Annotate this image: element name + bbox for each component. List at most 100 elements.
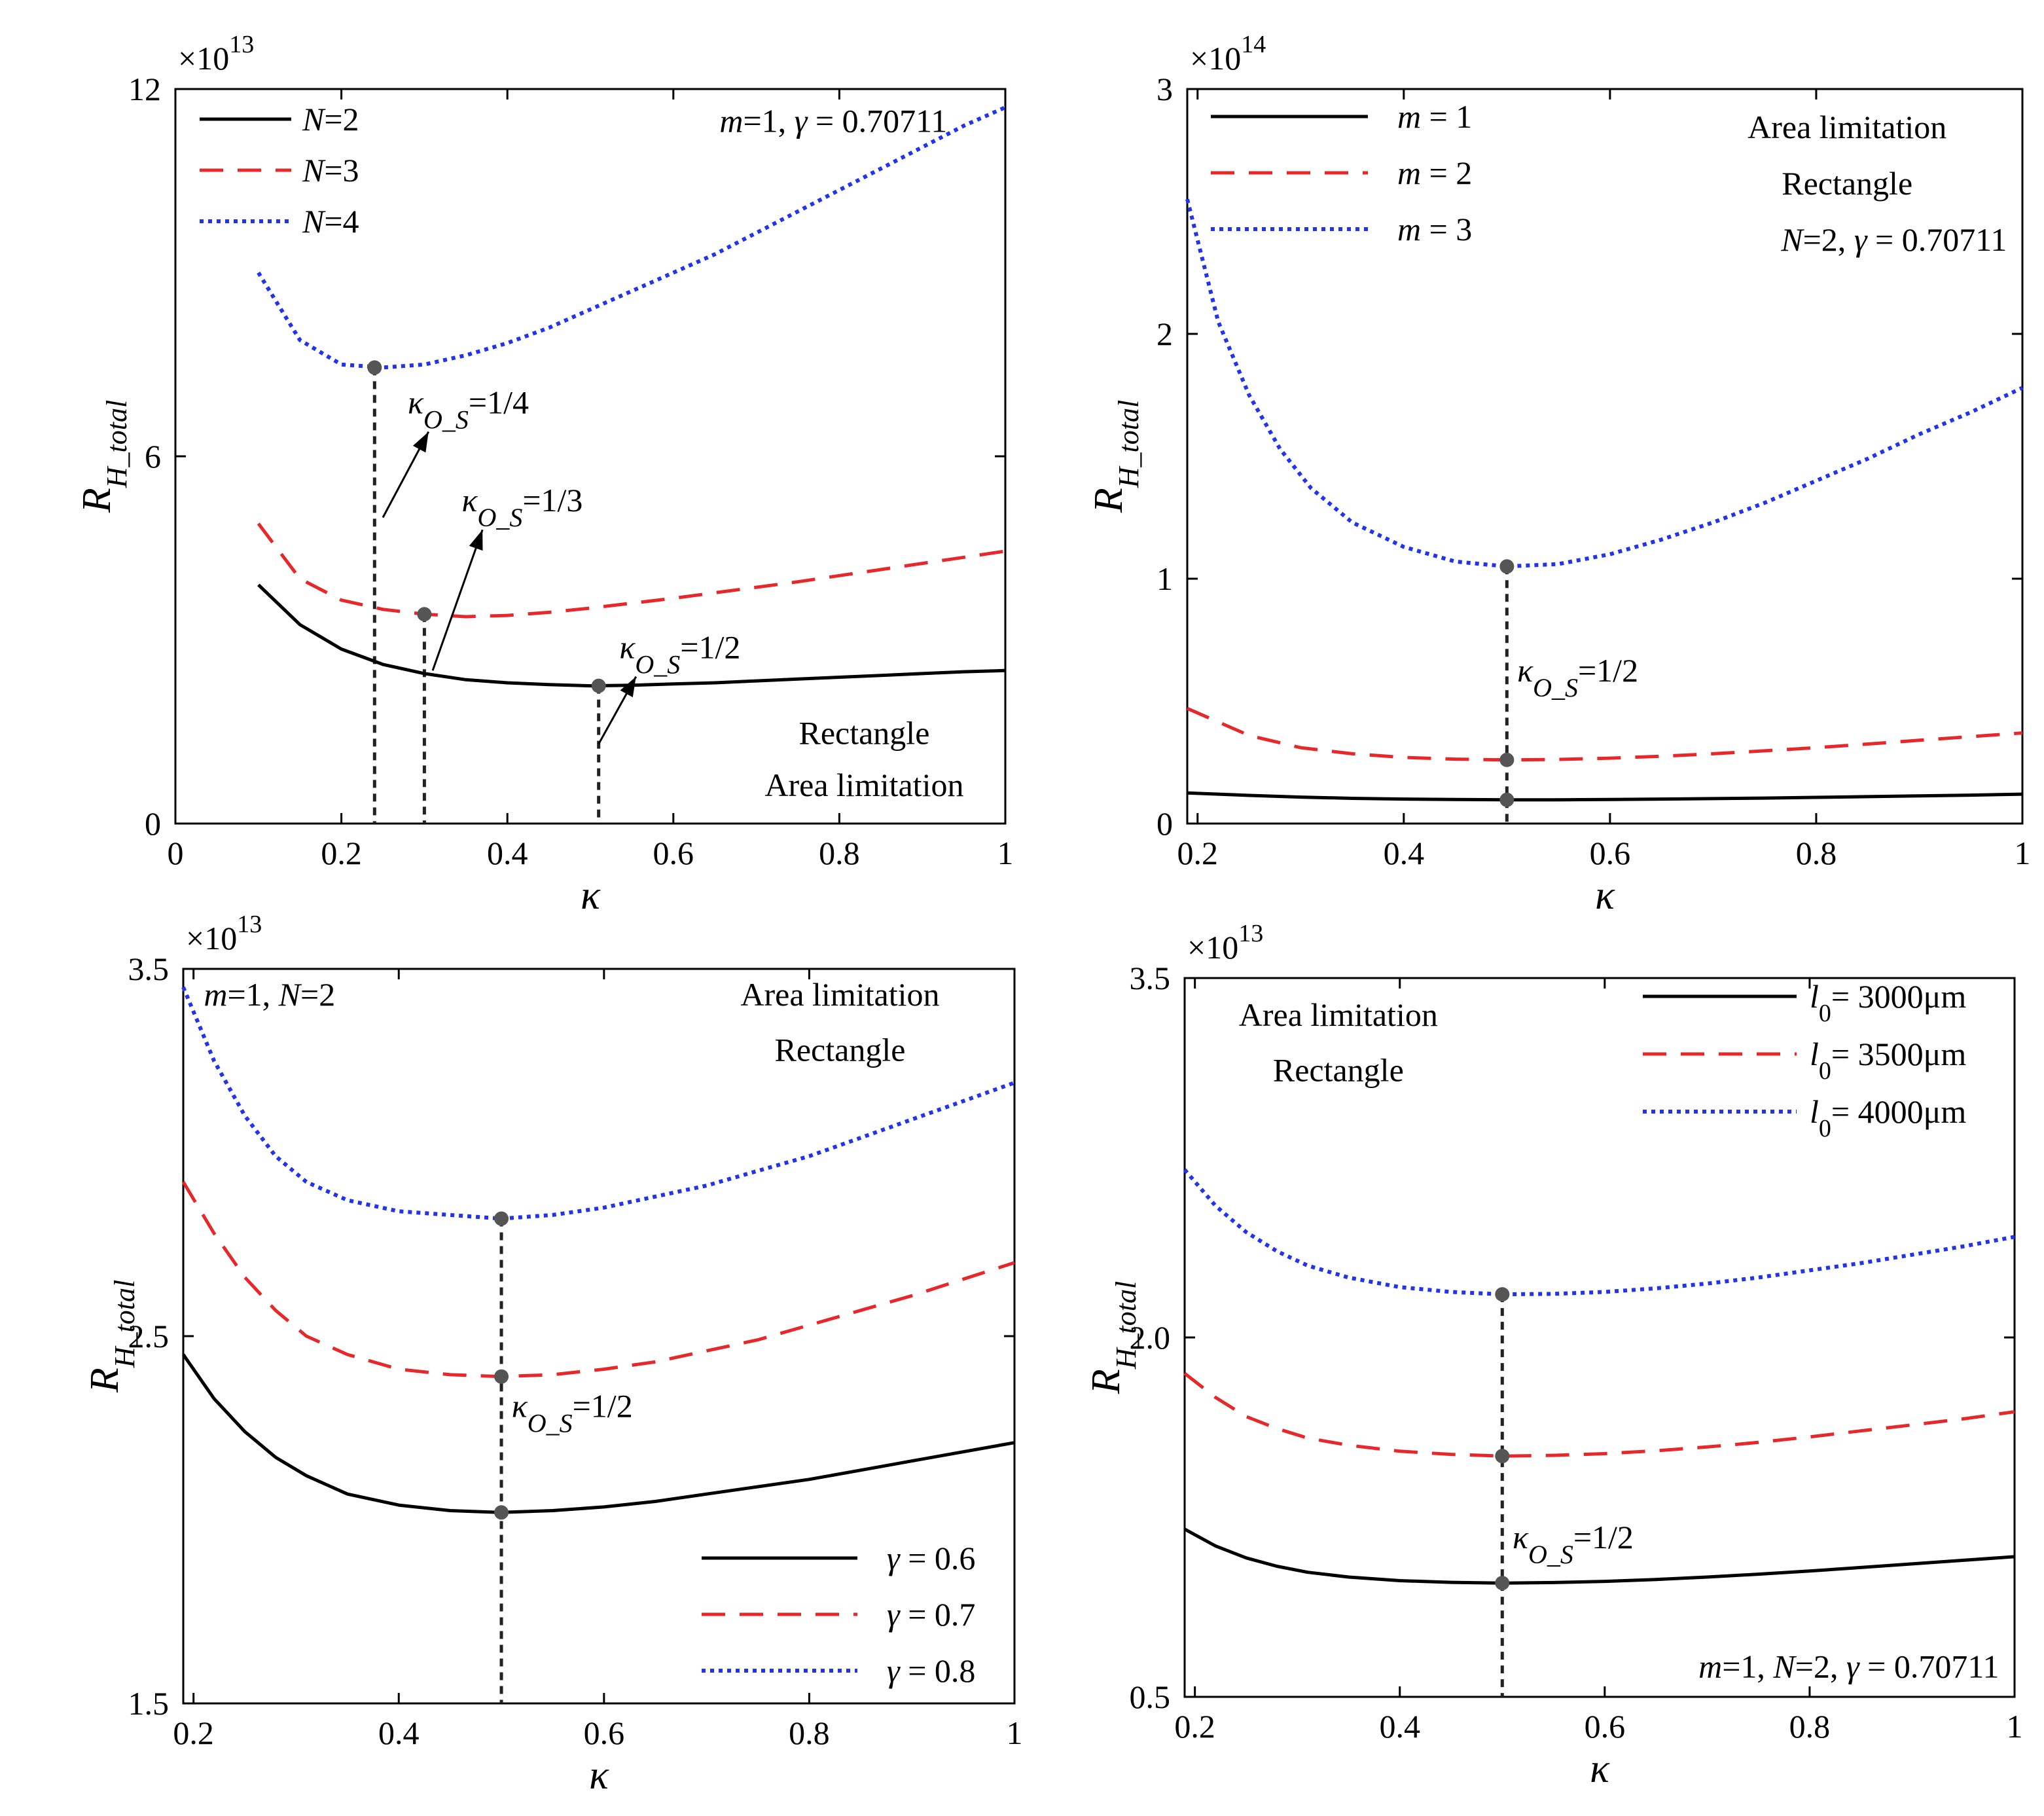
legend-entry: N=3 — [302, 152, 359, 189]
x-tick-label: 0.2 — [1174, 1708, 1215, 1745]
x-tick-label: 0.4 — [1384, 835, 1425, 871]
x-tick-label: 0.6 — [653, 835, 694, 871]
x-tick-label: 0.4 — [1379, 1708, 1420, 1745]
legend: m = 1 m = 2 m = 3 — [1211, 98, 1472, 247]
y-tick-label: 2 — [1156, 316, 1173, 352]
series-line-1 — [1183, 1527, 2015, 1585]
legend-entry: γ = 0.6 — [887, 1540, 975, 1576]
x-tick-label: 0.2 — [173, 1715, 214, 1751]
y-axis-label: RH_total — [1086, 400, 1145, 513]
legend-entry: l0= 3500μm — [1810, 1036, 1966, 1085]
y-tick-label: 3.5 — [1130, 960, 1171, 996]
y-axis-label: RH_total — [1084, 1281, 1142, 1394]
y-multiplier: ×1013 — [178, 31, 254, 77]
y-axis-label: RH_total — [82, 1280, 141, 1393]
legend-entry: m = 3 — [1397, 211, 1472, 247]
optimum-annotation: κO_S=1/3 — [461, 482, 583, 532]
axes-box — [174, 88, 1007, 825]
optimum-annotation: κO_S=1/2 — [619, 629, 740, 680]
legend-entry: γ = 0.8 — [887, 1652, 975, 1689]
optimum-marker — [417, 607, 432, 622]
x-tick-label: 0.2 — [321, 835, 362, 871]
x-axis-label: κ — [581, 873, 601, 918]
panel-2: 0.2 0.4 0.6 0.8 1 0 1 2 3 ×1014 κ RH_total κO_S=1/2 A… — [1086, 31, 2031, 918]
x-tick-label: 0.6 — [1590, 835, 1631, 871]
panel-note: Area limitation — [1239, 996, 1438, 1033]
x-tick-label: 0.6 — [584, 1715, 625, 1751]
x-tick-label: 0 — [168, 835, 184, 871]
panel-4: 0.2 0.4 0.6 0.8 1 0.5 2.0 3.5 ×1013 κ RH_total κO_S… — [1084, 920, 2023, 1791]
x-tick-label: 0.8 — [1796, 835, 1837, 871]
panel-note: m=1, N=2, γ = 0.70711 — [1698, 1648, 1999, 1685]
x-tick-label: 1 — [1007, 1715, 1023, 1751]
x-tick-label: 0.4 — [378, 1715, 420, 1751]
series-line-3 — [1183, 1168, 2015, 1297]
optimum-marker — [1495, 1287, 1510, 1302]
legend: l0= 3000μm l0= 3500μm l0= 4000μm — [1643, 978, 1966, 1142]
series-line-2 — [181, 1181, 1015, 1379]
x-axis-label: κ — [1590, 1747, 1610, 1791]
y-tick-label: 0 — [1156, 805, 1173, 842]
panel-note: m=1, N=2 — [204, 976, 335, 1013]
optimum-annotation: κO_S=1/2 — [1513, 1519, 1634, 1569]
panel-note: Rectangle — [1273, 1051, 1404, 1088]
y-tick-label: 3 — [1156, 71, 1173, 107]
y-tick-label: 1 — [1156, 560, 1173, 597]
annotation-arrowhead — [412, 431, 429, 453]
legend-entry: l0= 3000μm — [1810, 978, 1966, 1027]
annotation-arrow — [431, 529, 484, 671]
series-line-2 — [1183, 1371, 2015, 1458]
x-tick-label: 1 — [2015, 835, 2031, 871]
optimum-marker — [367, 360, 382, 375]
x-tick-label: 0.2 — [1177, 835, 1219, 871]
optimum-marker — [494, 1369, 509, 1384]
optimum-marker — [494, 1211, 509, 1226]
panel-1: 0 0.2 0.4 0.6 0.8 1 0 6 12 ×1013 κ RH_total κO_S=1/4… — [75, 31, 1014, 918]
y-tick-label: 2.0 — [1130, 1319, 1171, 1356]
series-line-2 — [257, 522, 1006, 619]
legend-entry: m = 2 — [1397, 154, 1472, 191]
panel-note: N=2, γ = 0.70711 — [1780, 221, 2007, 258]
annotation-arrowhead — [469, 530, 483, 551]
legend: γ = 0.6 γ = 0.7 γ = 0.8 — [702, 1540, 975, 1689]
x-tick-label: 0.6 — [1585, 1708, 1626, 1745]
optimum-annotation: κO_S=1/4 — [408, 384, 529, 435]
x-tick-label: 0.8 — [1789, 1708, 1831, 1745]
series-line-3 — [181, 986, 1016, 1221]
y-axis-label: RH_total — [75, 400, 133, 513]
y-multiplier: ×1013 — [1187, 920, 1263, 966]
series-line-3 — [1185, 198, 2024, 569]
x-axis-label: κ — [1595, 873, 1615, 918]
y-tick-label: 12 — [128, 71, 161, 107]
legend-entry: m = 1 — [1397, 98, 1472, 135]
optimum-annotation: κO_S=1/2 — [1517, 652, 1638, 702]
panel-note: Rectangle — [775, 1031, 906, 1068]
y-multiplier: ×1014 — [1190, 31, 1266, 77]
legend-entry: N=2 — [302, 101, 359, 137]
x-tick-label: 1 — [997, 835, 1014, 871]
series-line-1 — [181, 1353, 1015, 1514]
optimum-marker — [494, 1505, 509, 1520]
legend-entry: N=4 — [302, 203, 359, 240]
y-tick-label: 0 — [145, 805, 161, 842]
x-tick-label: 0.4 — [487, 835, 528, 871]
legend-entry: γ = 0.7 — [887, 1596, 975, 1633]
optimum-marker — [1495, 1449, 1510, 1464]
optimum-marker — [1495, 1576, 1510, 1591]
legend: N=2 N=3 N=4 — [200, 101, 359, 240]
y-tick-label: 2.5 — [128, 1318, 170, 1354]
panel-note: Area limitation — [1748, 109, 1946, 145]
panel-note: Area limitation — [740, 976, 939, 1013]
panel-note: Area limitation — [764, 767, 963, 803]
legend-entry: l0= 4000μm — [1810, 1093, 1966, 1142]
panel-note: m=1, γ = 0.70711 — [719, 102, 947, 139]
series-line-2 — [1187, 706, 2023, 762]
optimum-marker — [1499, 792, 1515, 807]
y-multiplier: ×1013 — [186, 911, 262, 956]
annotation-arrowhead — [620, 676, 636, 698]
optimum-marker — [1499, 559, 1515, 574]
y-tick-label: 3.5 — [128, 951, 170, 987]
panel-3: 0.2 0.4 0.6 0.8 1 1.5 2.5 3.5 ×1013 κ RH_total κO_S… — [82, 911, 1023, 1798]
y-tick-label: 1.5 — [128, 1685, 170, 1722]
